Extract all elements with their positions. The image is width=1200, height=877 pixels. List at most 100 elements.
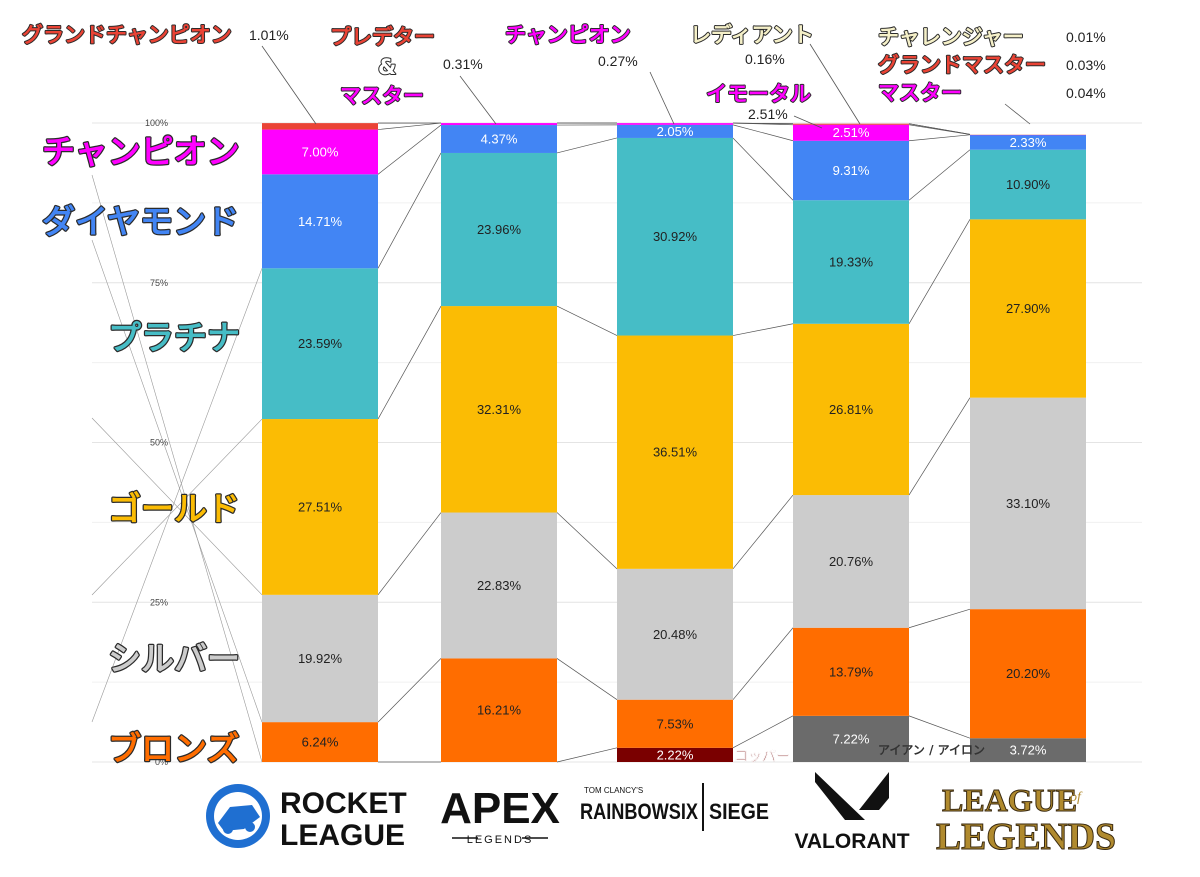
- rocket-league-emblem-icon: ROCKET LEAGUE: [206, 784, 407, 852]
- bar-segment: [262, 268, 378, 420]
- bar-segment: [793, 495, 909, 628]
- annot-lol-leader: [1004, 103, 1031, 125]
- connector-line: [377, 122, 442, 130]
- valorant-emblem-icon: VALORANT: [794, 772, 910, 853]
- y-tick-label: 0%: [155, 757, 168, 767]
- segment-label: 6.24%: [302, 735, 339, 750]
- bar-segment: [793, 123, 909, 125]
- legend-leader-line: [91, 239, 263, 723]
- bar-segment: [262, 123, 378, 130]
- apex-emblem-icon: APEX LEGENDS: [440, 784, 560, 846]
- segment-label: 2.33%: [1010, 135, 1047, 150]
- annot-rl-grand-champion: グランドチャンピオン: [22, 23, 232, 47]
- connector-line: [908, 397, 971, 496]
- connector-line: [556, 305, 618, 336]
- bar-segment: [793, 140, 909, 201]
- segment-label: 20.76%: [829, 554, 874, 569]
- bar-segment: [441, 123, 557, 126]
- legend-leader-line: [91, 174, 263, 763]
- legend-leader-line: [91, 268, 263, 723]
- rocket-league-line2: LEAGUE: [280, 819, 405, 852]
- bar-segment: [441, 658, 557, 762]
- bar-segment: [793, 124, 909, 141]
- valorant-text: VALORANT: [794, 830, 909, 853]
- annot-apex-leader: [459, 75, 497, 125]
- segment-label: 7.00%: [302, 144, 339, 159]
- lol-of: of: [1070, 790, 1083, 805]
- r6-emblem-icon: TOM CLANCY'S RAINBOWSIX SIEGE: [580, 783, 769, 831]
- annot-val-radiant: レディアント: [690, 23, 814, 47]
- top-annotations: グランドチャンピオン 1.01% プレデター & マスター 0.31% チャンピ…: [21, 22, 1106, 129]
- bar-segment: [262, 174, 378, 269]
- rank-label-gold: ゴールド: [108, 489, 240, 528]
- segment-label: 16.21%: [477, 703, 522, 718]
- annot-val-immortal: イモータル: [706, 82, 811, 106]
- y-tick-label: 75%: [150, 278, 168, 288]
- rank-label-platinum: プラチナ: [108, 318, 240, 357]
- segment-label: 23.59%: [298, 336, 343, 351]
- segment-label: 26.81%: [829, 402, 874, 417]
- connector-line: [377, 658, 442, 723]
- connector-line: [908, 149, 971, 201]
- bar-connector-lines: [91, 122, 971, 763]
- bar-segment: [970, 219, 1086, 398]
- segment-label: 7.22%: [833, 731, 870, 746]
- bar-segment: [262, 129, 378, 175]
- connector-line: [908, 715, 971, 739]
- bottom-annotations: コッパー アイアン / アイロン: [734, 743, 985, 765]
- connector-line: [732, 715, 794, 749]
- bar-segment: [617, 747, 733, 762]
- connector-line: [377, 124, 442, 175]
- annot-apex-pct: 0.31%: [443, 56, 483, 72]
- bar-segment: [262, 722, 378, 762]
- y-tick-label: 100%: [145, 118, 168, 128]
- annot-lol-master: マスター: [878, 81, 962, 105]
- annot-r6-pct: 0.27%: [598, 53, 638, 69]
- bar-segment: [793, 715, 909, 762]
- connector-line: [556, 658, 618, 700]
- segment-label: 19.33%: [829, 255, 874, 270]
- bar-segment: [793, 200, 909, 324]
- annot-lol-grandmaster-pct: 0.03%: [1066, 57, 1106, 73]
- rocket-league-line1: ROCKET: [280, 787, 407, 820]
- segment-label: 2.22%: [657, 747, 694, 762]
- annot-r6-champion: チャンピオン: [505, 23, 631, 47]
- bar-segment: [970, 609, 1086, 739]
- apex-line1: APEX: [440, 784, 560, 833]
- annot-lol-master-pct: 0.04%: [1066, 85, 1106, 101]
- segment-label: 36.51%: [653, 445, 698, 460]
- connector-line: [908, 123, 971, 135]
- y-axis-ticks: 0% 25% 50% 75% 100%: [145, 118, 168, 767]
- segment-label: 4.37%: [481, 132, 518, 147]
- bar-segment: [441, 152, 557, 307]
- segment-label: 14.71%: [298, 214, 343, 229]
- annot-rl-leader: [261, 45, 317, 125]
- bar-segment: [262, 419, 378, 595]
- stacked-bars: [262, 123, 1086, 762]
- annot-apex-amp: &: [378, 55, 396, 79]
- segment-label: 27.90%: [1006, 301, 1051, 316]
- annot-rl-grand-champion-pct: 1.01%: [249, 27, 289, 43]
- segment-label: 19.92%: [298, 651, 343, 666]
- segment-label: 30.92%: [653, 229, 698, 244]
- connector-line: [556, 747, 618, 763]
- rank-label-champion: チャンピオン: [42, 132, 240, 171]
- apex-legends-logo: APEX LEGENDS: [440, 766, 560, 866]
- bar-segment: [441, 125, 557, 153]
- bar-segment: [441, 512, 557, 659]
- segment-label: 9.31%: [833, 163, 870, 178]
- rank-label-diamond: ダイヤモンド: [42, 202, 239, 241]
- r6-right: SIEGE: [709, 799, 769, 824]
- annot-apex-master: マスター: [340, 84, 424, 108]
- segment-label: 2.05%: [657, 124, 694, 139]
- legend-leader-line: [91, 417, 263, 596]
- annot-r6-leader: [649, 71, 675, 125]
- annot-lol-challenger: チャレンジャー: [878, 25, 1024, 49]
- annot-val-immortal-leader: [793, 115, 823, 129]
- connector-line: [732, 323, 794, 336]
- connector-line: [908, 608, 971, 629]
- segment-labels: 6.24% 19.92% 27.51% 23.59% 14.71% 7.00% 16.21%…: [298, 124, 1051, 763]
- annot-lol-grandmaster: グランドマスター: [878, 53, 1046, 77]
- bar-segment: [793, 323, 909, 496]
